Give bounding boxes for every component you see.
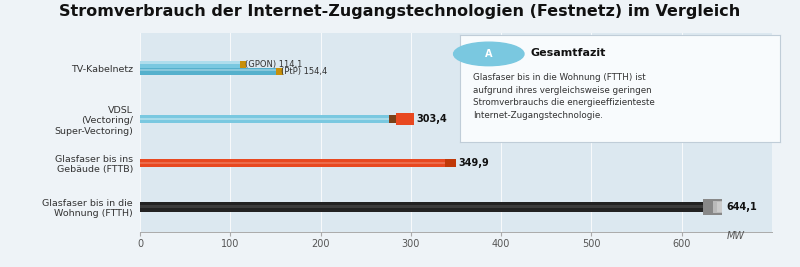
- Text: Stromverbrauch der Internet-Zugangstechnologien (Festnetz) im Vergleich: Stromverbrauch der Internet-Zugangstechn…: [59, 4, 741, 19]
- Bar: [140, 68, 279, 75]
- Text: 644,1: 644,1: [726, 202, 757, 212]
- Bar: [140, 61, 243, 64]
- Bar: [140, 118, 389, 120]
- Bar: [140, 162, 445, 164]
- Text: 303,4: 303,4: [417, 114, 447, 124]
- Bar: [140, 159, 445, 167]
- Bar: [140, 69, 279, 71]
- Bar: [713, 201, 722, 213]
- Text: Glasfaser bis in die Wohnung (FTTH) ist
aufgrund ihres vergleichsweise geringen
: Glasfaser bis in die Wohnung (FTTH) ist …: [473, 73, 654, 120]
- Bar: [703, 199, 722, 215]
- Bar: [276, 68, 282, 75]
- Bar: [240, 61, 246, 68]
- Text: (GPON) 114,1: (GPON) 114,1: [245, 60, 302, 69]
- Bar: [445, 159, 456, 167]
- Bar: [140, 61, 243, 68]
- Circle shape: [454, 42, 524, 66]
- Bar: [389, 115, 396, 123]
- Text: 349,9: 349,9: [458, 158, 490, 168]
- Bar: [396, 113, 414, 125]
- Text: Gesamtfazit: Gesamtfazit: [530, 48, 606, 57]
- Bar: [140, 205, 703, 208]
- Text: A: A: [485, 49, 493, 59]
- Text: MW: MW: [727, 231, 745, 241]
- Bar: [140, 202, 703, 212]
- Bar: [140, 115, 389, 123]
- Bar: [717, 202, 722, 212]
- Text: (PtP) 154,4: (PtP) 154,4: [282, 67, 327, 76]
